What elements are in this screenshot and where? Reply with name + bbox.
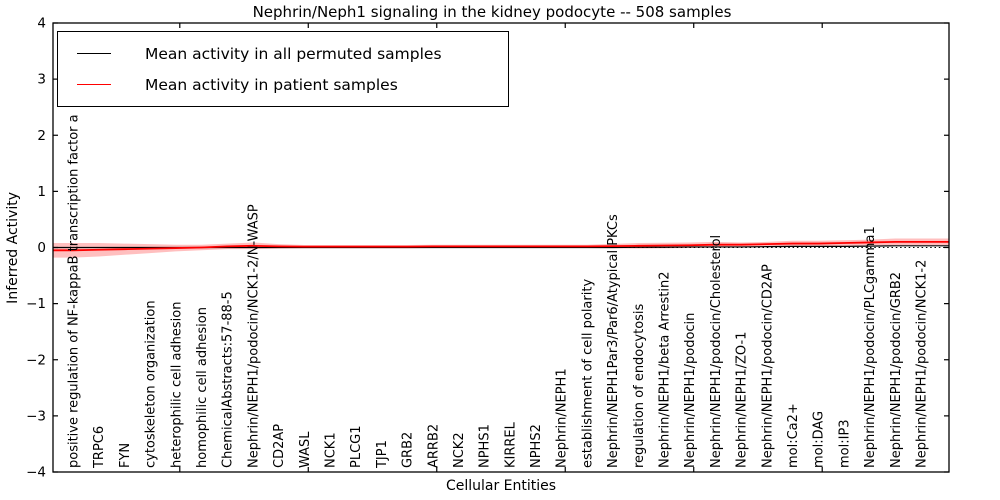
x-tick-label: TRPC6 bbox=[92, 426, 107, 469]
x-tick-label: Nephrin/NEPH1/podocin/NCK1-2 bbox=[915, 260, 930, 468]
x-tick-label: NCK1 bbox=[323, 432, 338, 468]
x-tick-label: homophilic cell adhesion bbox=[195, 307, 210, 468]
x-tick-label: regulation of endocytosis bbox=[632, 303, 647, 468]
legend-label-permuted: Mean activity in all permuted samples bbox=[145, 44, 442, 63]
series-line-patient bbox=[53, 240, 949, 252]
x-tick-label: establishment of cell polarity bbox=[580, 279, 595, 468]
legend-entry-permuted: Mean activity in all permuted samples bbox=[68, 38, 498, 69]
y-tick-label: 1 bbox=[37, 184, 46, 200]
x-tick-label: NPHS1 bbox=[478, 424, 493, 468]
y-tick-label: 3 bbox=[37, 72, 46, 88]
x-tick-label: heterophilic cell adhesion bbox=[169, 302, 184, 469]
chart-title: Nephrin/Neph1 signaling in the kidney po… bbox=[252, 3, 732, 21]
x-tick-label: mol:Ca2+ bbox=[786, 403, 801, 468]
x-tick-label: Nephrin/NEPH1 bbox=[555, 368, 570, 468]
x-tick-label: mol:DAG bbox=[812, 411, 827, 468]
x-tick-label: positive regulation of NF-kappaB transcr… bbox=[67, 114, 82, 468]
x-tick-label: WASL bbox=[298, 431, 313, 468]
x-tick-label: Nephrin/NEPH1/podocin/CD2AP bbox=[760, 264, 775, 468]
x-axis-label: Cellular Entities bbox=[445, 478, 557, 494]
x-tick-label: CD2AP bbox=[272, 424, 287, 468]
y-tick-label: 2 bbox=[37, 128, 46, 144]
x-tick-label: NPHS2 bbox=[529, 424, 544, 468]
x-tick-label: TJP1 bbox=[375, 440, 390, 469]
x-tick-label: FYN bbox=[118, 443, 133, 468]
patient-line-swatch bbox=[77, 84, 111, 85]
x-tick-label: ARRB2 bbox=[426, 424, 441, 468]
y-tick-label: −1 bbox=[26, 296, 46, 312]
x-tick-label: Nephrin/NEPH1Par3/Par6/Atypical PKCs bbox=[606, 214, 621, 468]
x-tick-label: mol:IP3 bbox=[837, 419, 852, 468]
y-tick-label: 4 bbox=[37, 16, 46, 32]
x-tick-label: Nephrin/NEPH1/beta Arrestin2 bbox=[658, 272, 673, 469]
x-tick-label: Nephrin/NEPH1/podocin/PLCgamma1 bbox=[863, 226, 878, 468]
legend: Mean activity in all permuted samples Me… bbox=[57, 31, 509, 107]
y-tick-label: 0 bbox=[37, 240, 46, 256]
x-tick-label: Nephrin/NEPH1/podocin/GRB2 bbox=[889, 272, 904, 468]
legend-entry-patient: Mean activity in patient samples bbox=[68, 69, 498, 100]
x-tick-label: Nephrin/NEPH1/ZO-1 bbox=[735, 332, 750, 468]
x-tick-label: cytoskeleton organization bbox=[144, 300, 159, 468]
y-tick-label: −2 bbox=[26, 352, 46, 368]
x-tick-label: GRB2 bbox=[401, 432, 416, 468]
y-tick-label: −3 bbox=[26, 408, 46, 424]
x-tick-label: Nephrin/NEPH1/podocin/NCK1-2/N-WASP bbox=[246, 204, 261, 468]
legend-label-patient: Mean activity in patient samples bbox=[145, 75, 398, 94]
x-tick-label: KIRREL bbox=[503, 421, 518, 468]
y-tick-label: −4 bbox=[26, 465, 46, 481]
x-tick-label: PLCG1 bbox=[349, 425, 364, 468]
x-tick-label: NCK2 bbox=[452, 432, 467, 468]
x-tick-label: ChemicalAbstracts:57-88-5 bbox=[221, 291, 236, 468]
x-tick-label: Nephrin/NEPH1/podocin/Cholesterol bbox=[709, 235, 724, 468]
x-tick-label: Nephrin/NEPH1/podocin bbox=[683, 313, 698, 468]
permuted-line-swatch bbox=[77, 53, 111, 54]
